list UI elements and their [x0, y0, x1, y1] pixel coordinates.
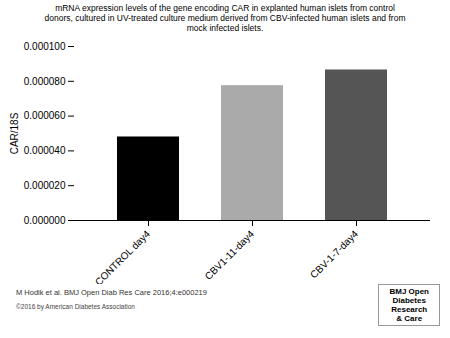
html-text:M Hodik et al. BMJ Open Diab R: M Hodik et al. BMJ Open Diab Res Care 20…: [16, 287, 207, 297]
html-text:©2016 by American Diabetes Ass: ©2016 by American Diabetes Association: [16, 302, 135, 310]
svg-text:CAR/18S: CAR/18S: [9, 112, 20, 154]
svg-text:CONTROL day4: CONTROL day4: [93, 227, 153, 283]
html-text:BMJ Open Diabetes Research & C: BMJ Open Diabetes Research & Care: [389, 286, 429, 324]
svg-text:0.000020: 0.000020: [24, 179, 66, 190]
svg-text:CBV1-11-day4: CBV1-11-day4: [203, 227, 257, 281]
svg-text:CBV-1-7-day4: CBV-1-7-day4: [308, 227, 360, 279]
svg-text:0.000100: 0.000100: [24, 40, 66, 51]
svg-text:0.000000: 0.000000: [24, 214, 66, 225]
svg-text:0.000060: 0.000060: [24, 110, 66, 121]
svg-text:0.000040: 0.000040: [24, 145, 66, 156]
html-text:mRNA expression levels of the: mRNA expression levels of the gene encod…: [44, 3, 406, 34]
svg-text:0.000080: 0.000080: [24, 75, 66, 86]
